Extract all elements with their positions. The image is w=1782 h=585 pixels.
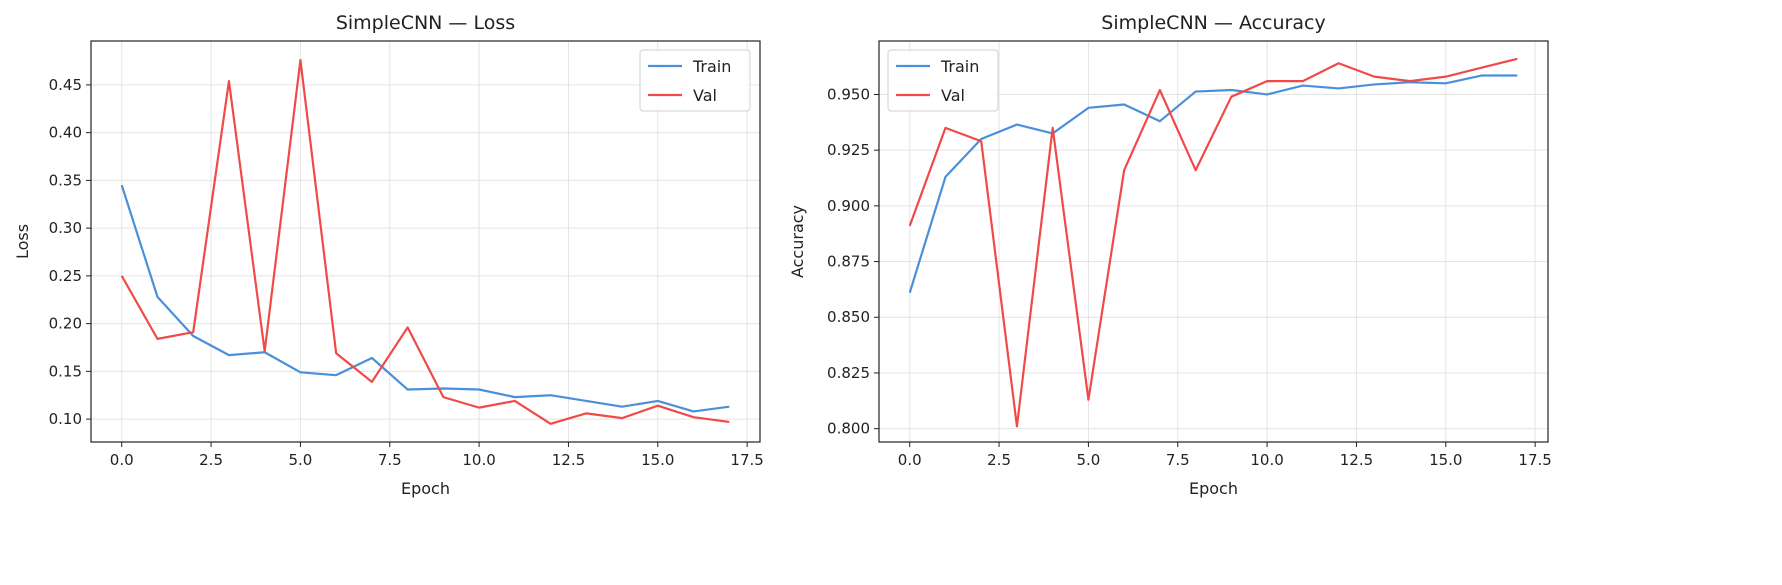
y-tick-label: 0.25 [49, 267, 82, 285]
series-line-train [120, 184, 730, 413]
chart-title: SimpleCNN — Accuracy [1101, 12, 1325, 34]
y-tick-label: 0.10 [49, 410, 82, 428]
y-tick-label: 0.20 [49, 315, 82, 333]
x-tick-label: 2.5 [199, 451, 223, 469]
x-tick-label: 7.5 [378, 451, 402, 469]
y-tick-label: 0.30 [49, 219, 82, 237]
y-tick-label: 0.35 [49, 171, 82, 189]
x-tick-label: 15.0 [641, 451, 674, 469]
y-tick-label: 0.15 [49, 362, 82, 380]
axes-frame [90, 40, 761, 443]
legend: Train Val [887, 49, 999, 112]
series-line-train [908, 74, 1518, 294]
x-tick-label: 17.5 [730, 451, 763, 469]
x-axis-label: Epoch [1189, 479, 1238, 498]
series-line-val [908, 57, 1518, 428]
y-tick-label: 0.850 [827, 308, 870, 326]
y-tick-label: 0.825 [827, 364, 870, 382]
legend-label-train: Train [692, 57, 731, 76]
loss-chart: 0.0 2.5 5.0 7.5 10.0 12.5 15.0 17.5 0.10 0.15 0.20… [13, 12, 764, 498]
legend-label-val: Val [941, 86, 965, 105]
x-tick-label: 12.5 [1340, 451, 1373, 469]
x-tick-label: 12.5 [552, 451, 585, 469]
x-tick-label: 5.0 [288, 451, 312, 469]
y-tick-label: 0.950 [827, 85, 870, 103]
y-axis-label: Loss [13, 224, 32, 259]
x-tick-label: 5.0 [1076, 451, 1100, 469]
x-axis-label: Epoch [401, 479, 450, 498]
y-tick-label: 0.925 [827, 141, 870, 159]
x-tick-label: 2.5 [987, 451, 1011, 469]
legend-label-val: Val [693, 86, 717, 105]
chart-title: SimpleCNN — Loss [336, 12, 515, 34]
x-tick-label: 10.0 [1250, 451, 1283, 469]
legend: Train Val [639, 49, 751, 112]
x-tick-label: 10.0 [462, 451, 495, 469]
y-tick-label: 0.875 [827, 253, 870, 271]
y-axis-label: Accuracy [788, 205, 807, 278]
axes-frame [878, 40, 1549, 443]
x-tick-label: 7.5 [1166, 451, 1190, 469]
y-tick-label: 0.800 [827, 420, 870, 438]
y-tick-label: 0.40 [49, 124, 82, 142]
x-tick-label: 15.0 [1429, 451, 1462, 469]
legend-label-train: Train [940, 57, 979, 76]
y-tick-label: 0.45 [49, 76, 82, 94]
series-line-val [120, 58, 730, 425]
x-tick-label: 0.0 [898, 451, 922, 469]
x-tick-label: 17.5 [1518, 451, 1551, 469]
y-tick-label: 0.900 [827, 197, 870, 215]
x-tick-label: 0.0 [110, 451, 134, 469]
accuracy-chart: 0.0 2.5 5.0 7.5 10.0 12.5 15.0 17.5 0.800 0.825 0.… [788, 12, 1552, 498]
